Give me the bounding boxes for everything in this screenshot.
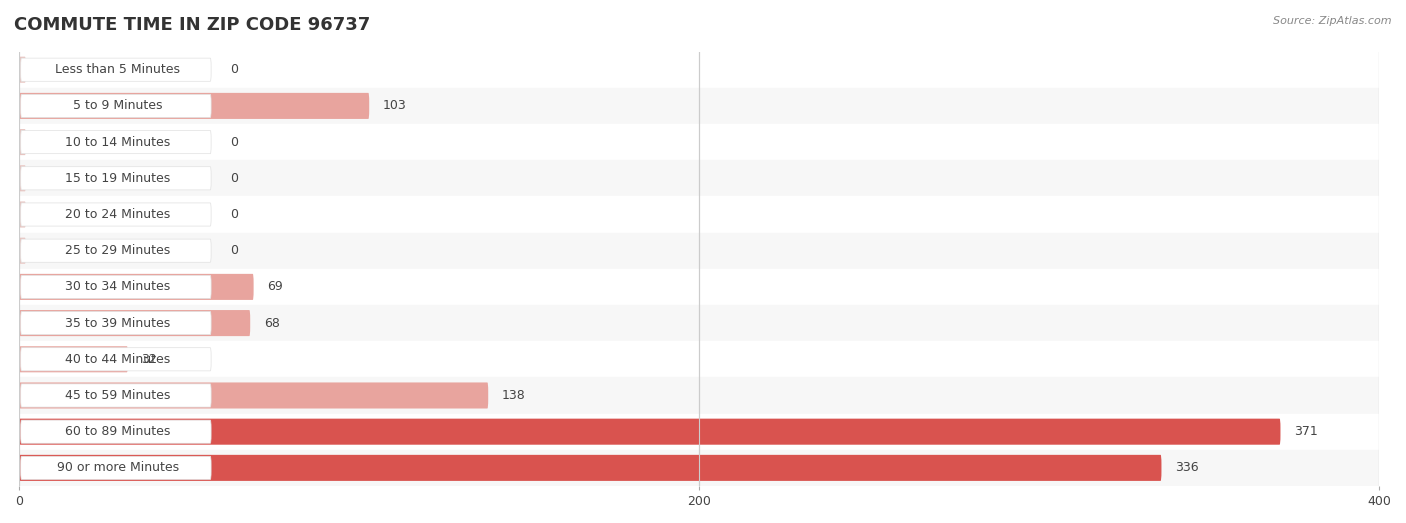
FancyBboxPatch shape <box>20 201 25 228</box>
Text: 138: 138 <box>502 389 526 402</box>
Bar <box>20 305 1379 341</box>
FancyBboxPatch shape <box>21 239 211 262</box>
Text: 20 to 24 Minutes: 20 to 24 Minutes <box>65 208 170 221</box>
Text: 0: 0 <box>229 63 238 76</box>
Bar <box>20 88 1379 124</box>
Bar <box>20 269 1379 305</box>
Text: 68: 68 <box>264 316 280 329</box>
FancyBboxPatch shape <box>21 348 211 371</box>
FancyBboxPatch shape <box>20 237 25 264</box>
FancyBboxPatch shape <box>21 456 211 480</box>
Text: 0: 0 <box>229 208 238 221</box>
FancyBboxPatch shape <box>20 455 1161 481</box>
FancyBboxPatch shape <box>21 384 211 407</box>
Text: 32: 32 <box>142 353 157 366</box>
FancyBboxPatch shape <box>21 131 211 154</box>
FancyBboxPatch shape <box>21 203 211 226</box>
Bar <box>20 124 1379 160</box>
FancyBboxPatch shape <box>20 56 25 83</box>
FancyBboxPatch shape <box>21 58 211 81</box>
Text: 0: 0 <box>229 172 238 185</box>
Text: 0: 0 <box>229 135 238 149</box>
Text: 10 to 14 Minutes: 10 to 14 Minutes <box>65 135 170 149</box>
Bar <box>20 197 1379 233</box>
Text: 15 to 19 Minutes: 15 to 19 Minutes <box>65 172 170 185</box>
Text: 25 to 29 Minutes: 25 to 29 Minutes <box>65 244 170 257</box>
Text: 35 to 39 Minutes: 35 to 39 Minutes <box>65 316 170 329</box>
Text: 371: 371 <box>1294 425 1317 438</box>
FancyBboxPatch shape <box>20 346 128 372</box>
FancyBboxPatch shape <box>21 167 211 190</box>
FancyBboxPatch shape <box>20 129 25 155</box>
Text: COMMUTE TIME IN ZIP CODE 96737: COMMUTE TIME IN ZIP CODE 96737 <box>14 16 370 33</box>
FancyBboxPatch shape <box>21 312 211 335</box>
FancyBboxPatch shape <box>20 418 1281 445</box>
Bar <box>20 233 1379 269</box>
Text: Less than 5 Minutes: Less than 5 Minutes <box>55 63 180 76</box>
Text: 30 to 34 Minutes: 30 to 34 Minutes <box>65 280 170 293</box>
Bar <box>20 160 1379 197</box>
Bar <box>20 52 1379 88</box>
Bar <box>20 341 1379 378</box>
FancyBboxPatch shape <box>20 310 250 336</box>
FancyBboxPatch shape <box>21 420 211 444</box>
Text: 336: 336 <box>1175 461 1199 474</box>
Text: 103: 103 <box>382 99 406 112</box>
Text: 60 to 89 Minutes: 60 to 89 Minutes <box>65 425 170 438</box>
FancyBboxPatch shape <box>20 382 488 408</box>
Text: 45 to 59 Minutes: 45 to 59 Minutes <box>65 389 170 402</box>
Text: 0: 0 <box>229 244 238 257</box>
Text: 69: 69 <box>267 280 283 293</box>
FancyBboxPatch shape <box>20 274 253 300</box>
Text: 40 to 44 Minutes: 40 to 44 Minutes <box>65 353 170 366</box>
FancyBboxPatch shape <box>20 165 25 191</box>
Text: Source: ZipAtlas.com: Source: ZipAtlas.com <box>1274 16 1392 26</box>
Bar <box>20 378 1379 414</box>
Bar <box>20 414 1379 450</box>
FancyBboxPatch shape <box>21 275 211 299</box>
FancyBboxPatch shape <box>20 93 370 119</box>
Text: 90 or more Minutes: 90 or more Minutes <box>56 461 179 474</box>
Bar <box>20 450 1379 486</box>
FancyBboxPatch shape <box>21 94 211 118</box>
Text: 5 to 9 Minutes: 5 to 9 Minutes <box>73 99 162 112</box>
